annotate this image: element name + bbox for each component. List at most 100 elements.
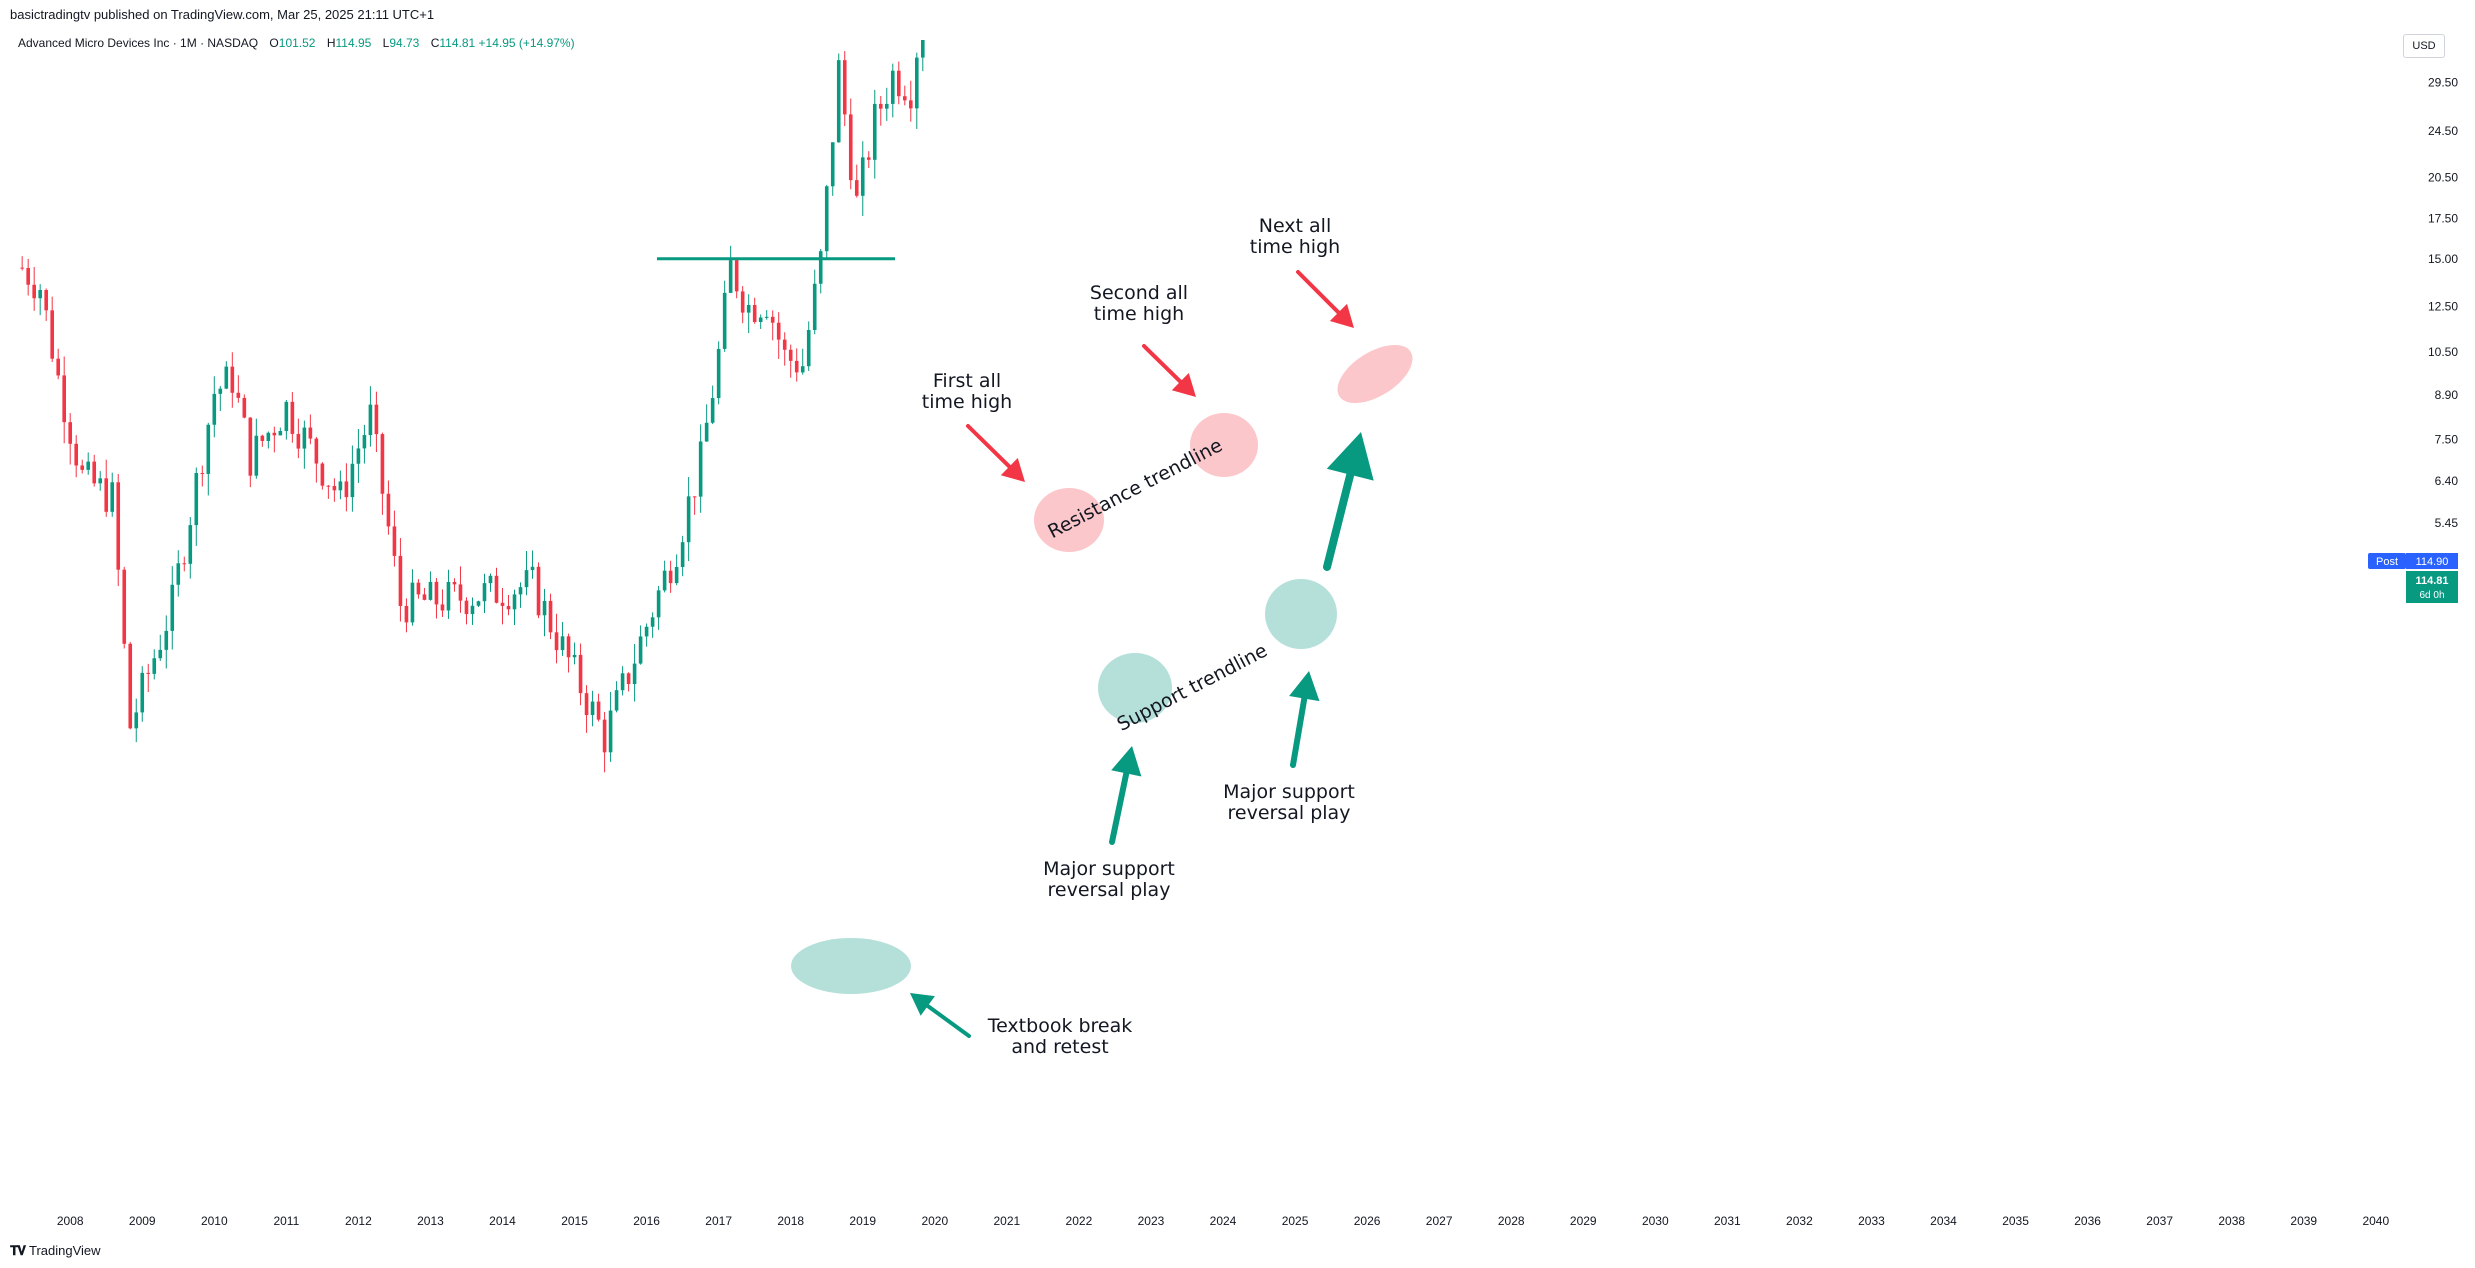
year-tick-label: 2038 (2218, 1214, 2245, 1228)
change-value: +14.95 (+14.97%) (478, 36, 575, 50)
candle-body (890, 70, 895, 104)
first-ath-label-line: time high (922, 391, 1012, 413)
symbol-legend[interactable]: Advanced Micro Devices Inc · 1M · NASDAQ… (18, 36, 575, 50)
candle-body (440, 604, 445, 611)
candle-body (740, 291, 745, 313)
bar-countdown: 6d 0h (2419, 590, 2444, 601)
candle-body (584, 693, 589, 716)
candle-body (872, 103, 877, 160)
tradingview-logo[interactable]: 𝐓𝐕 TradingView (10, 1243, 101, 1259)
candle-body (188, 525, 193, 564)
candle-body (236, 392, 241, 398)
candle-body (152, 658, 157, 674)
candle-body (842, 60, 847, 115)
candle-body (380, 434, 385, 494)
major-support-label-2: Major support reversal play (1223, 781, 1355, 824)
candle-body (128, 643, 133, 729)
support-reversal-highlight (1098, 653, 1172, 723)
candle-body (296, 433, 301, 449)
price-tick-label: 24.50 (2428, 124, 2458, 138)
second-ath-highlight (1190, 413, 1258, 477)
time-axis[interactable]: 2008 2009 2010 2011 2012 2013 2014 2015 2016 2017… (57, 1214, 2390, 1228)
candle-body (590, 701, 595, 716)
year-tick-label: 2008 (57, 1214, 84, 1228)
candle-body (272, 432, 277, 436)
candle-body (74, 443, 79, 466)
candle-body (572, 654, 577, 658)
high-value: 114.95 (335, 36, 372, 50)
candle-body (776, 322, 781, 340)
post-price: 114.90 (2416, 556, 2449, 568)
publisher-line: basictradingtv published on TradingView.… (10, 7, 435, 22)
next-ath-label-line: time high (1250, 236, 1340, 258)
candle-body (140, 672, 145, 713)
candle-body (920, 40, 925, 58)
first-ath-label-line: First all (933, 370, 1001, 392)
candle-body (506, 605, 511, 610)
price-tick-label: 10.50 (2428, 345, 2458, 359)
candle-body (554, 632, 559, 651)
candle-body (927, 0, 931, 18)
candle-body (812, 283, 817, 331)
price-tick-label: 20.50 (2428, 170, 2458, 184)
price-tick-label: 8.90 (2435, 388, 2459, 402)
major-support-label-1: Major support reversal play (1043, 858, 1175, 901)
candle-body (122, 569, 127, 644)
candle-body (212, 393, 217, 425)
candle-body (668, 570, 673, 584)
candle-body (518, 587, 523, 595)
candle-body (884, 103, 889, 109)
year-tick-label: 2027 (1426, 1214, 1453, 1228)
candle-body (758, 317, 763, 323)
major-support-label-2-line: Major support (1223, 781, 1355, 803)
candle-body (422, 594, 427, 600)
year-tick-label: 2011 (273, 1214, 299, 1228)
second-ath-label-line: time high (1094, 303, 1184, 325)
year-tick-label: 2039 (2290, 1214, 2317, 1228)
next-ath-highlight (1337, 344, 1413, 404)
textbook-retest-label-line: and retest (1011, 1036, 1108, 1058)
currency-button[interactable]: USD (2403, 34, 2445, 58)
year-tick-label: 2021 (994, 1214, 1021, 1228)
candle-body (110, 482, 115, 512)
candle-body (242, 397, 247, 418)
price-tick-label: 5.45 (2435, 516, 2459, 530)
year-tick-label: 2026 (1354, 1214, 1381, 1228)
candle-body (674, 566, 679, 584)
open-value: 101.52 (278, 36, 316, 50)
price-tick-label: 29.50 (2428, 75, 2458, 89)
year-tick-label: 2024 (1210, 1214, 1237, 1228)
candle-body (314, 438, 319, 464)
candle-body (170, 584, 175, 631)
candle-body (86, 461, 91, 470)
candle-body (404, 605, 409, 623)
candle-body (182, 563, 187, 565)
candle-body (494, 575, 499, 603)
second-ath-label-line: Second all (1090, 282, 1188, 304)
candle-body (50, 310, 54, 359)
candle-body (644, 626, 649, 637)
candle-body (548, 600, 553, 633)
candle-body (860, 157, 865, 196)
candle-body (428, 581, 433, 600)
candle-body (146, 672, 151, 674)
second-ath-arrow-icon (1142, 344, 1196, 397)
candle-body (770, 316, 775, 323)
candle-body (596, 701, 601, 720)
candle-body (398, 555, 403, 606)
price-axis[interactable]: 29.50 24.50 20.50 17.50 15.00 12.50 10.50 8.90 7… (2368, 75, 2458, 603)
year-tick-label: 2030 (1642, 1214, 1669, 1228)
year-tick-label: 2033 (1858, 1214, 1885, 1228)
candle-body (332, 486, 337, 491)
candle-body (830, 142, 835, 187)
arrow-shaft (1290, 695, 1308, 768)
candle-body (656, 590, 661, 618)
candle-body (446, 581, 451, 611)
candle-body (362, 435, 367, 449)
price-tick-label: 12.50 (2428, 299, 2458, 313)
candle-body (56, 358, 60, 376)
projected-upside-arrow-icon (1323, 432, 1374, 571)
price-tick-label: 15.00 (2428, 252, 2458, 266)
